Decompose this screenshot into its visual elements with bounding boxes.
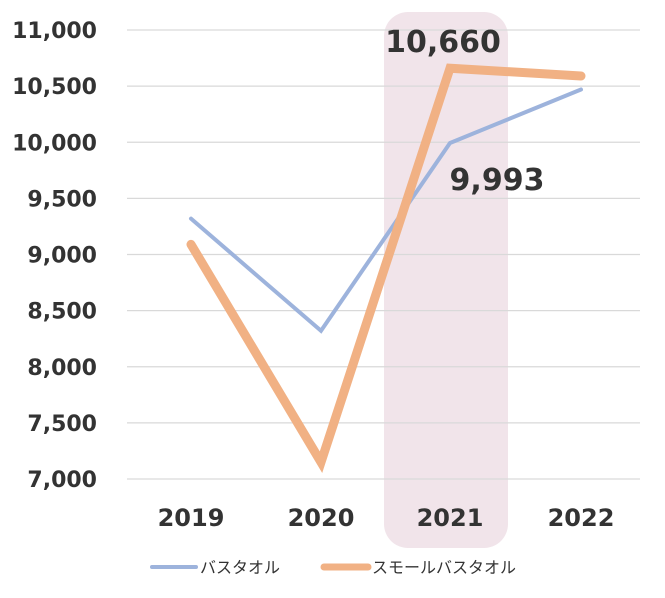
y-tick-label: 10,000 <box>12 131 97 156</box>
x-tick-label: 2020 <box>288 504 355 532</box>
legend-label: バスタオル <box>200 558 280 577</box>
x-tick-label: 2021 <box>417 504 484 532</box>
highlight-band-2021 <box>384 12 508 548</box>
y-tick-label: 7,500 <box>27 412 97 437</box>
y-tick-label: 9,000 <box>27 244 97 269</box>
y-tick-label: 8,000 <box>27 356 97 381</box>
data-label: 9,993 <box>450 163 545 198</box>
y-tick-label: 11,000 <box>12 19 97 44</box>
x-tick-label: 2022 <box>548 504 615 532</box>
data-label: 10,660 <box>385 25 501 60</box>
y-tick-label: 7,000 <box>27 468 97 493</box>
series-line-2 <box>186 63 586 473</box>
series-line-1 <box>189 87 583 334</box>
legend-label: スモールバスタオル <box>372 558 516 577</box>
y-tick-label: 10,500 <box>12 75 97 100</box>
y-tick-label: 9,500 <box>27 187 97 212</box>
y-tick-label: 8,500 <box>27 300 97 325</box>
x-tick-label: 2019 <box>158 504 225 532</box>
